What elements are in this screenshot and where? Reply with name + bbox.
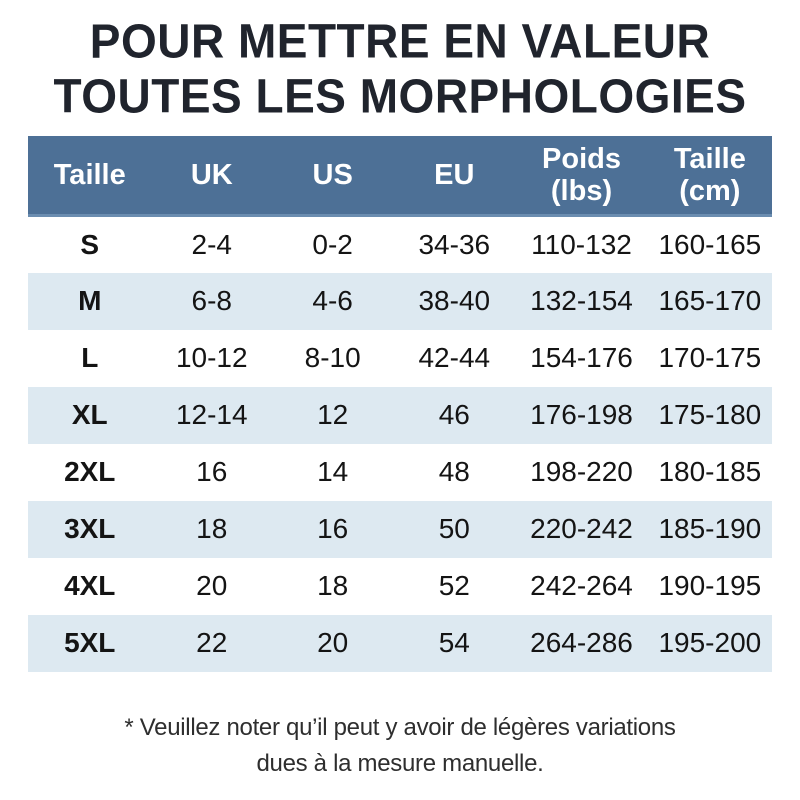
cell-uk: 16 bbox=[196, 456, 228, 488]
cell-taille: 175-180 bbox=[658, 399, 762, 431]
table-row-xl: XL 12-14 12 46 176-198 175-180 bbox=[28, 386, 772, 444]
cell-eu: 42-44 bbox=[418, 342, 491, 374]
cell-uk: 12-14 bbox=[175, 399, 248, 431]
footnote-line1: * Veuillez noter qu’il peut y avoir de l… bbox=[124, 713, 676, 741]
column-header-poids-lbs: Poids (lbs) bbox=[515, 135, 648, 218]
page-title: POUR METTRE EN VALEUR TOUTES LES MORPHOL… bbox=[53, 14, 746, 125]
cell-us: 20 bbox=[317, 627, 349, 659]
table-row-2xl: 2XL 16 14 48 198-220 180-185 bbox=[28, 444, 772, 501]
cell-size: 4XL bbox=[64, 570, 116, 602]
cell-us: 12 bbox=[317, 399, 349, 431]
cell-eu: 34-36 bbox=[418, 228, 491, 260]
cell-us: 14 bbox=[317, 456, 349, 488]
cell-poids: 198-220 bbox=[530, 456, 633, 488]
column-header-eu: EU bbox=[393, 135, 516, 218]
cell-poids: 176-198 bbox=[530, 399, 633, 431]
cell-taille: 165-170 bbox=[658, 285, 762, 317]
cell-poids: 220-242 bbox=[530, 513, 633, 545]
page-title-line2: TOUTES LES MORPHOLOGIES bbox=[53, 69, 747, 124]
cell-us: 0-2 bbox=[312, 228, 353, 260]
footnote: * Veuillez noter qu’il peut y avoir de l… bbox=[124, 710, 676, 782]
cell-us: 18 bbox=[317, 570, 349, 602]
cell-uk: 10-12 bbox=[175, 342, 248, 374]
size-chart-table: Taille UK US EU Poids (lbs) Taille (cm) S … bbox=[28, 135, 772, 672]
footnote-line2: dues à la mesure manuelle. bbox=[256, 749, 544, 777]
cell-taille: 160-165 bbox=[658, 228, 762, 260]
table-row-4xl: 4XL 20 18 52 242-264 190-195 bbox=[28, 558, 772, 615]
column-header-taille: Taille bbox=[28, 135, 152, 218]
column-header-us: US bbox=[272, 135, 394, 218]
cell-size: 3XL bbox=[64, 513, 116, 545]
cell-uk: 22 bbox=[196, 627, 228, 659]
cell-size: XL bbox=[71, 399, 108, 431]
cell-eu: 54 bbox=[438, 627, 470, 659]
cell-taille: 190-195 bbox=[658, 570, 762, 602]
table-header-row: Taille UK US EU Poids (lbs) Taille (cm) bbox=[28, 135, 772, 218]
cell-uk: 6-8 bbox=[191, 285, 232, 317]
cell-poids: 110-132 bbox=[531, 228, 632, 260]
cell-poids: 264-286 bbox=[530, 627, 633, 659]
cell-us: 8-10 bbox=[304, 342, 361, 374]
column-header-taille-cm: Taille (cm) bbox=[647, 135, 772, 218]
cell-eu: 38-40 bbox=[418, 285, 491, 317]
cell-uk: 18 bbox=[196, 513, 228, 545]
table-row-3xl: 3XL 18 16 50 220-242 185-190 bbox=[28, 500, 772, 558]
table-row-5xl: 5XL 22 20 54 264-286 195-200 bbox=[28, 614, 772, 672]
cell-taille: 185-190 bbox=[658, 513, 762, 545]
cell-taille: 195-200 bbox=[658, 627, 762, 659]
cell-taille: 170-175 bbox=[658, 342, 762, 374]
cell-size: M bbox=[78, 285, 102, 317]
cell-us: 4-6 bbox=[312, 285, 353, 317]
page-title-line1: POUR METTRE EN VALEUR bbox=[89, 13, 711, 68]
table-row-s: S 2-4 0-2 34-36 110-132 160-165 bbox=[28, 216, 772, 273]
cell-size: 5XL bbox=[64, 627, 116, 659]
cell-taille: 180-185 bbox=[658, 456, 762, 488]
table-row-m: M 6-8 4-6 38-40 132-154 165-170 bbox=[28, 272, 772, 330]
column-header-uk: UK bbox=[151, 135, 273, 218]
cell-us: 16 bbox=[317, 513, 349, 545]
cell-uk: 2-4 bbox=[191, 228, 232, 260]
cell-eu: 48 bbox=[438, 456, 470, 488]
table-row-l: L 10-12 8-10 42-44 154-176 170-175 bbox=[28, 330, 772, 387]
cell-poids: 154-176 bbox=[530, 342, 633, 374]
cell-size: S bbox=[80, 228, 100, 260]
cell-size: L bbox=[81, 342, 99, 374]
cell-poids: 132-154 bbox=[530, 285, 633, 317]
cell-eu: 46 bbox=[438, 399, 470, 431]
cell-eu: 52 bbox=[438, 570, 470, 602]
cell-eu: 50 bbox=[438, 513, 470, 545]
cell-uk: 20 bbox=[196, 570, 228, 602]
cell-poids: 242-264 bbox=[530, 570, 633, 602]
cell-size: 2XL bbox=[64, 456, 116, 488]
